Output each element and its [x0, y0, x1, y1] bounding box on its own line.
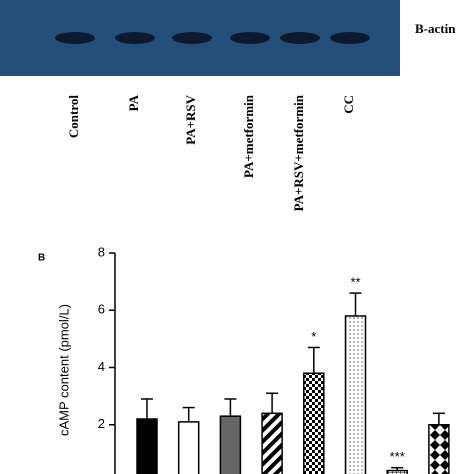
lane-label: PA+RSV: [183, 94, 198, 144]
band: [230, 32, 270, 44]
band: [280, 32, 320, 44]
significance-label: ***: [390, 449, 405, 464]
bar: [344, 315, 367, 474]
lane-label: PA+RSV+metformin: [291, 94, 306, 211]
significance-label: **: [350, 275, 360, 290]
panel-label: B: [38, 253, 45, 264]
bar: [219, 415, 242, 474]
y-tick-label: 6: [98, 302, 105, 317]
lane-label: Control: [66, 95, 81, 138]
blot-label: B-actin: [415, 21, 456, 36]
band: [330, 32, 370, 44]
bar: [261, 412, 283, 474]
band: [55, 32, 95, 44]
y-tick-label: 4: [98, 359, 105, 374]
bar: [428, 424, 450, 474]
lane-label: PA: [126, 94, 141, 111]
bar: [136, 418, 158, 474]
lane-label: PA+metformin: [241, 94, 256, 178]
lane-label: CC: [341, 95, 356, 114]
y-tick-label: 8: [98, 244, 105, 259]
band: [172, 32, 212, 44]
bar: [177, 421, 200, 474]
bar: [386, 469, 408, 474]
band: [115, 32, 155, 44]
significance-label: *: [311, 329, 316, 344]
y-axis-label: cAMP content (pmol/L): [56, 304, 71, 436]
bar: [303, 372, 325, 474]
y-tick-label: 2: [98, 416, 105, 431]
